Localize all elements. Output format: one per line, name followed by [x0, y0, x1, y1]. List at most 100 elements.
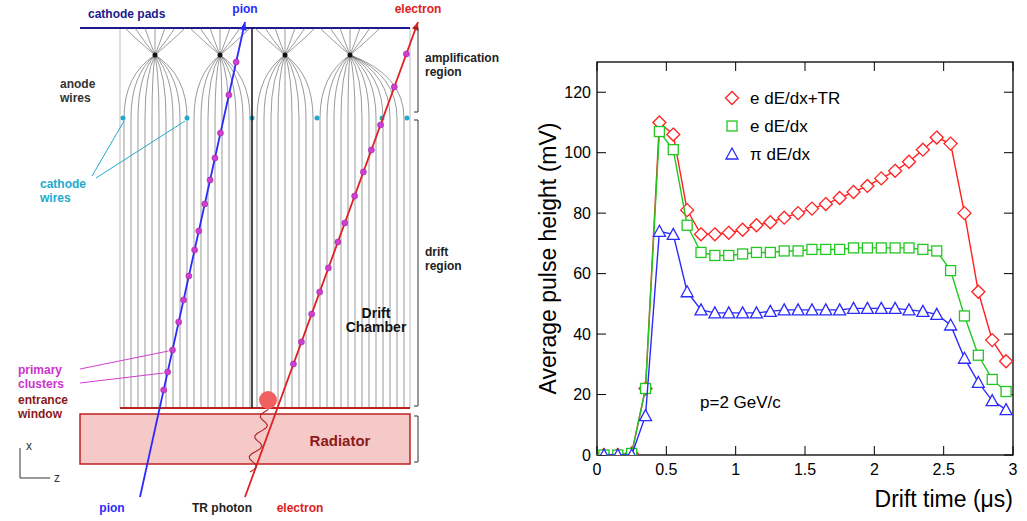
x-tick-label: 2.5	[933, 461, 955, 478]
amplification-field-line	[264, 55, 285, 118]
pad-field-line	[285, 28, 305, 55]
amplification-field-line	[350, 55, 404, 118]
x-tick-label: 2	[870, 461, 879, 478]
drift-field-line	[236, 118, 237, 408]
x-tick	[735, 446, 736, 455]
amplification-field-line	[278, 55, 285, 118]
drift-field-line	[306, 118, 307, 408]
amplification-field-line	[220, 55, 222, 118]
series-marker	[668, 145, 678, 155]
primary-cluster	[325, 265, 331, 271]
amplification-field-line	[220, 55, 250, 118]
series-marker	[903, 155, 916, 168]
text-line: Chamber	[346, 319, 407, 335]
primary-cluster	[309, 311, 315, 317]
pad-field-line	[155, 28, 156, 55]
amplification-field-line	[285, 55, 313, 118]
y-tick	[597, 213, 606, 214]
primary-cluster	[391, 84, 397, 90]
x-axis-title: Drift time (μs)	[875, 486, 1013, 512]
drift-field-line	[166, 118, 167, 408]
series-marker	[889, 164, 902, 177]
y-tick-right	[1004, 455, 1013, 456]
primary-cluster	[360, 169, 366, 175]
plot-frame	[597, 62, 1013, 455]
series-marker	[696, 247, 706, 257]
y-tick	[597, 152, 606, 153]
series-marker	[778, 304, 790, 315]
pad-field-line	[320, 28, 350, 55]
x-tick-top	[597, 62, 598, 71]
diagram-label: entrancewindow	[17, 393, 68, 421]
y-tick-label: 40	[573, 326, 591, 343]
diagram-label: amplificationregion	[425, 51, 499, 79]
primary-cluster	[217, 130, 223, 136]
y-tick	[597, 273, 606, 274]
x-tick-label: 1	[731, 461, 740, 478]
pad-field-line	[200, 28, 220, 55]
amplification-field-line	[271, 55, 285, 118]
diagram-label: DriftChamber	[346, 305, 407, 335]
cathode-wire	[185, 116, 190, 121]
series-marker	[764, 305, 776, 316]
series-marker	[793, 246, 803, 256]
pion-track	[140, 22, 245, 497]
pad-field-line	[220, 28, 240, 55]
amplification-field-line	[220, 55, 229, 118]
series-marker	[875, 302, 887, 313]
series-marker	[751, 247, 761, 257]
diagram-label: electron	[395, 2, 442, 16]
drift-field-line	[327, 118, 328, 408]
series-marker	[861, 179, 874, 192]
legend-marker	[727, 121, 737, 131]
series-marker	[681, 286, 693, 297]
diagram-label: electron	[277, 501, 324, 515]
series-marker	[611, 449, 624, 456]
pad-field-line	[265, 28, 285, 55]
series-marker	[765, 247, 775, 257]
cathode-wire	[315, 116, 320, 121]
series-marker	[918, 244, 928, 254]
pad-field-line	[275, 28, 285, 55]
amplification-field-line	[138, 55, 155, 118]
y-tick-label: 20	[573, 386, 591, 403]
primary-cluster	[233, 59, 239, 65]
diagram-label: pion	[99, 501, 124, 515]
series-marker	[750, 307, 762, 318]
primary-cluster	[377, 122, 383, 128]
series-marker	[916, 143, 929, 156]
series-marker	[722, 226, 735, 239]
drift-field-line	[208, 118, 209, 408]
amplification-field-line	[124, 55, 155, 118]
series-marker	[598, 449, 610, 455]
series-marker	[640, 410, 652, 421]
series-marker	[944, 137, 957, 150]
series-marker	[597, 449, 610, 456]
electron-track-arrow	[412, 22, 419, 31]
amplification-field-line	[215, 55, 220, 118]
amplification-field-line	[285, 55, 299, 118]
radiator-box	[80, 414, 410, 464]
primary-cluster	[290, 361, 296, 367]
y-tick-label: 100	[564, 144, 591, 161]
diagram-label: cathodewires	[39, 177, 86, 205]
series-marker	[681, 204, 694, 217]
amplification-field-line	[334, 55, 350, 118]
pad-field-line	[125, 28, 155, 55]
series-marker	[805, 202, 818, 215]
primary-cluster	[298, 339, 304, 345]
series-marker	[738, 249, 748, 259]
text-line: wires	[39, 191, 71, 205]
x-tick	[1013, 446, 1014, 455]
diagram-label: z	[54, 471, 60, 485]
drift-bracket	[414, 120, 418, 406]
pad-field-line	[220, 28, 250, 55]
text-line: amplification	[425, 51, 499, 65]
x-tick	[943, 446, 944, 455]
x-tick	[874, 446, 875, 455]
pad-field-line	[210, 28, 220, 55]
series-marker	[612, 449, 624, 455]
y-tick	[597, 394, 606, 395]
series-marker	[682, 220, 692, 230]
series-marker	[599, 450, 609, 455]
